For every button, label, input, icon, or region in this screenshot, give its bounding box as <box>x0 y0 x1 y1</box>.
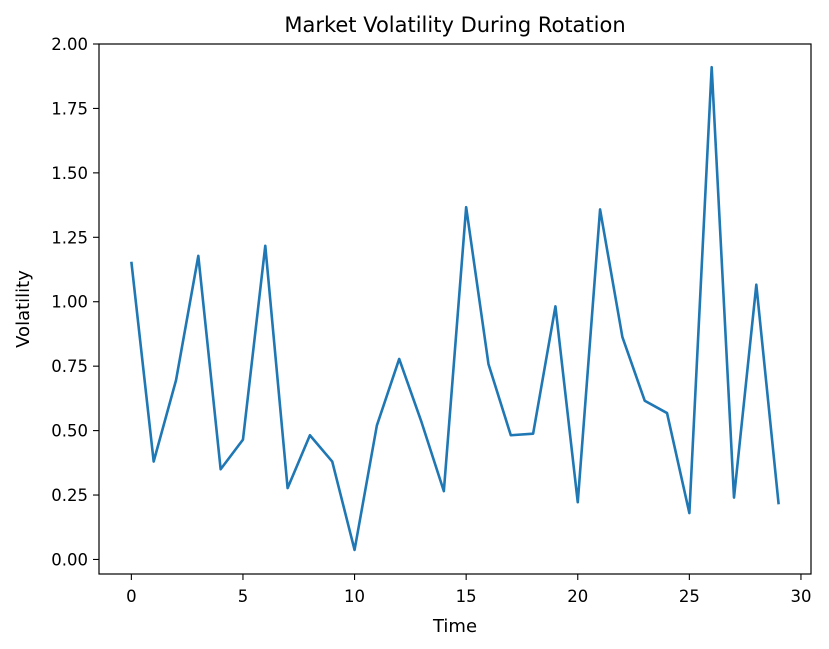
x-tick-label: 20 <box>567 587 588 606</box>
data-point <box>242 439 244 441</box>
data-point <box>421 421 423 423</box>
y-tick-label: 1.25 <box>51 228 88 247</box>
data-point <box>175 379 177 381</box>
x-tick-label: 15 <box>456 587 477 606</box>
x-tick-label: 5 <box>238 587 249 606</box>
data-point <box>309 434 311 436</box>
data-point <box>153 461 155 463</box>
y-tick-label: 0.50 <box>51 422 88 441</box>
y-tick-label: 0.75 <box>51 357 88 376</box>
x-axis: 0 5 10 15 20 25 30 <box>126 574 811 606</box>
data-point <box>487 363 489 365</box>
chart-title: Market Volatility During Rotation <box>284 13 625 37</box>
plot-area <box>130 65 780 552</box>
data-point <box>197 255 199 257</box>
data-point <box>287 487 289 489</box>
x-axis-label: Time <box>432 616 477 637</box>
data-point <box>398 358 400 360</box>
y-tick-label: 2.00 <box>51 35 88 54</box>
x-tick-label: 0 <box>126 587 137 606</box>
data-point <box>376 424 378 426</box>
x-tick-label: 25 <box>679 587 700 606</box>
plot-frame <box>98 43 812 575</box>
data-point <box>554 305 556 307</box>
y-axis: 0.00 0.25 0.50 0.75 1.00 1.25 1.50 1.75 2.00 <box>51 35 99 569</box>
data-point <box>510 434 512 436</box>
x-tick-label: 10 <box>344 587 365 606</box>
data-point <box>264 245 266 247</box>
data-point <box>220 468 222 470</box>
y-axis-label: Volatility <box>13 270 34 348</box>
y-tick-label: 0.00 <box>51 550 88 569</box>
data-point <box>688 512 690 514</box>
data-point <box>443 490 445 492</box>
data-point <box>599 208 601 210</box>
data-point <box>644 400 646 402</box>
data-point <box>130 261 132 263</box>
y-tick-label: 1.50 <box>51 164 88 183</box>
data-point <box>755 284 757 286</box>
y-tick-label: 1.75 <box>51 99 88 118</box>
data-point <box>621 336 623 338</box>
x-tick-label: 30 <box>790 587 811 606</box>
data-point <box>711 66 713 68</box>
data-point <box>465 206 467 208</box>
data-point <box>577 501 579 503</box>
data-point <box>666 412 668 414</box>
data-point <box>354 549 356 551</box>
data-point <box>532 433 534 435</box>
data-point <box>331 461 333 463</box>
y-tick-label: 1.00 <box>51 293 88 312</box>
data-point <box>733 497 735 499</box>
y-tick-label: 0.25 <box>51 486 88 505</box>
series-line <box>130 65 780 552</box>
data-point <box>778 503 780 505</box>
